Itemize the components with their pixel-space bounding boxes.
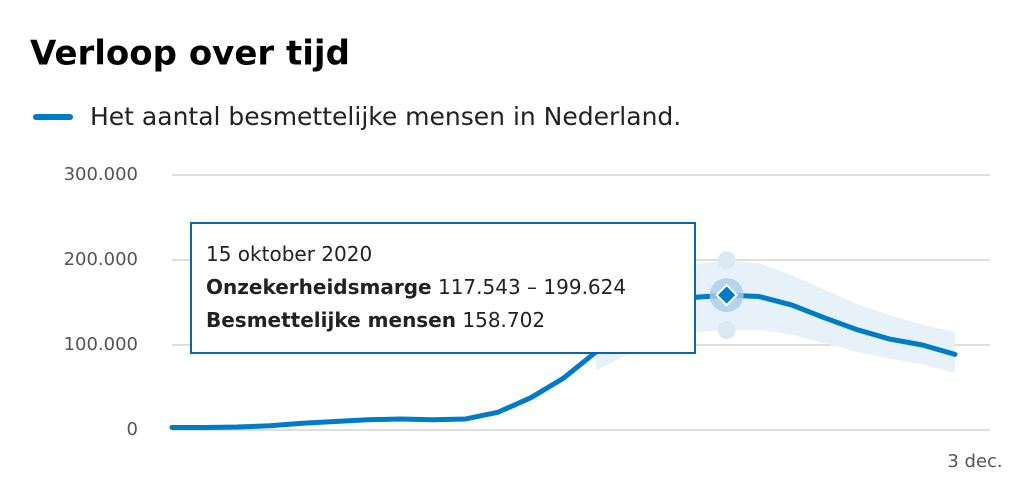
hover-marker xyxy=(715,283,739,307)
tooltip-label: Besmettelijke mensen xyxy=(206,308,457,332)
chart-title: Verloop over tijd xyxy=(30,34,350,74)
tooltip-line: Onzekerheidsmarge 117.543 – 199.624 xyxy=(206,271,680,304)
legend-label: Het aantal besmettelijke mensen in Neder… xyxy=(90,102,681,131)
tooltip-label: Onzekerheidsmarge xyxy=(206,275,432,299)
tooltip: 15 oktober 2020 Onzekerheidsmarge 117.54… xyxy=(190,222,696,354)
tooltip-value: 158.702 xyxy=(462,308,546,332)
tooltip-line: Besmettelijke mensen 158.702 xyxy=(206,304,680,337)
y-tick-label: 200.000 xyxy=(64,249,138,270)
y-tick-label: 300.000 xyxy=(64,164,138,185)
tooltip-value: 117.543 – 199.624 xyxy=(437,275,627,299)
x-tick-label: 3 dec. xyxy=(947,451,1002,472)
line xyxy=(169,292,958,430)
band-marker xyxy=(717,251,736,270)
band-marker xyxy=(717,321,736,340)
y-tick-label: 100.000 xyxy=(64,334,138,355)
y-tick-label: 0 xyxy=(127,419,138,440)
tooltip-date: 15 oktober 2020 xyxy=(206,242,373,266)
